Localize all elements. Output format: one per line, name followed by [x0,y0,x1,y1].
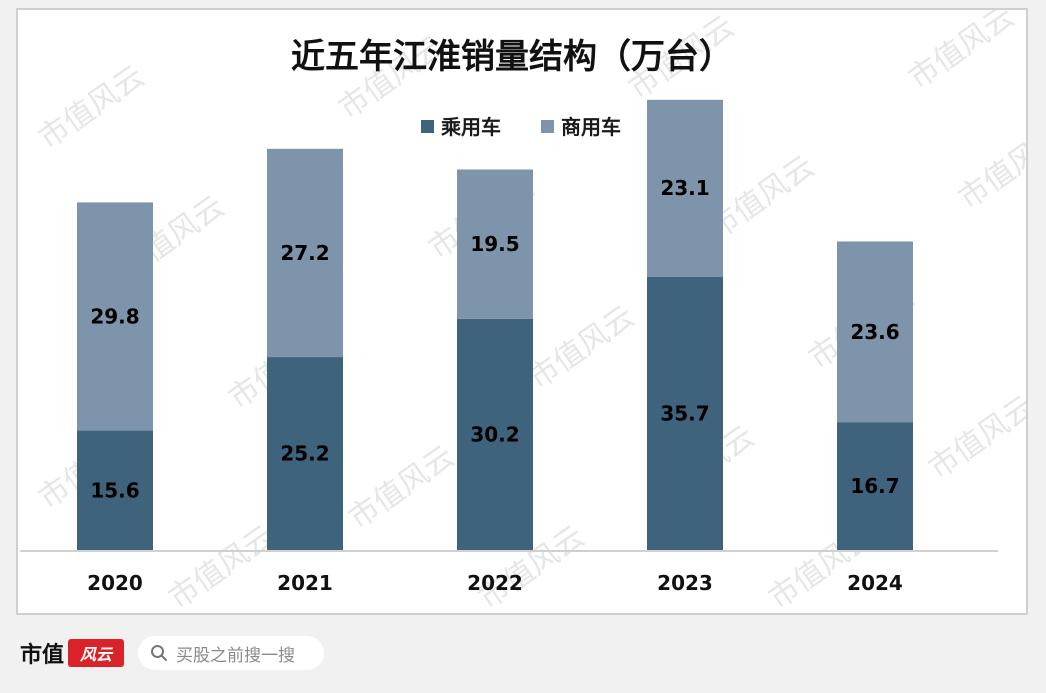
watermark-text: 市值风云 [903,10,1021,97]
data-label-commercial-2022: 19.5 [470,232,519,256]
bar-commercial-2021 [267,148,343,358]
bar-commercial-2022 [457,169,533,319]
bars-group: 15.6 29.8 25.2 27.2 30.2 19.5 35.7 23.1 16.7 23.6 [77,99,913,550]
x-tick-label-2022: 2022 [467,571,523,595]
watermark-text: 市值风云 [343,439,461,536]
bar-passenger-2020 [77,430,153,550]
data-label-passenger-2024: 16.7 [850,474,899,498]
brand-seal: 风云 [68,639,125,667]
data-label-commercial-2023: 23.1 [660,176,709,200]
search-icon [151,645,167,661]
watermark-text: 市值风云 [923,389,1026,486]
legend-swatch-commercial [541,120,554,133]
x-tick-label-2020: 2020 [87,571,143,595]
bar-passenger-2024 [837,422,913,550]
legend-label-passenger: 乘用车 [440,115,501,139]
legend-swatch-passenger [421,120,434,133]
bar-passenger-2021 [267,357,343,550]
legend: 乘用车 商用车 [421,115,621,139]
watermark-text: 市值风云 [523,299,641,396]
watermark-text: 市值风云 [33,59,151,156]
x-tick-label-2024: 2024 [847,571,903,595]
watermark-text: 市值风云 [953,119,1026,216]
bar-passenger-2023 [647,276,723,550]
data-label-commercial-2024: 23.6 [850,320,899,344]
data-label-passenger-2023: 35.7 [660,401,709,425]
x-tick-label-2021: 2021 [277,571,333,595]
data-label-passenger-2022: 30.2 [470,422,519,446]
brand-logo[interactable]: 市值 风云 [20,638,125,668]
search-bar[interactable]: 买股之前搜一搜 [138,636,324,670]
chart-frame: 市值风云 市值风云 市值风云 市值风云 市值风云 市值风云 市值风云 市值风云 市值风云 市值风云… [16,8,1028,615]
chart-title: 近五年江淮销量结构（万台） [291,37,733,77]
footer: 市值 风云 买股之前搜一搜 [0,622,1046,693]
bar-commercial-2024 [837,241,913,423]
data-label-passenger-2021: 25.2 [280,442,329,466]
x-tick-labels: 2020 2021 2022 2023 2024 [87,571,903,595]
bar-commercial-2020 [77,202,153,431]
bar-commercial-2023 [647,99,723,277]
watermark-text: 市值风云 [163,519,281,613]
data-label-commercial-2020: 29.8 [90,304,139,328]
data-label-commercial-2021: 27.2 [280,241,329,265]
bar-passenger-2022 [457,318,533,550]
data-label-passenger-2020: 15.6 [90,478,139,502]
x-tick-label-2023: 2023 [657,571,713,595]
search-placeholder: 买股之前搜一搜 [176,645,295,666]
brand-text: 市值 [20,642,65,668]
legend-label-commercial: 商用车 [561,115,621,139]
